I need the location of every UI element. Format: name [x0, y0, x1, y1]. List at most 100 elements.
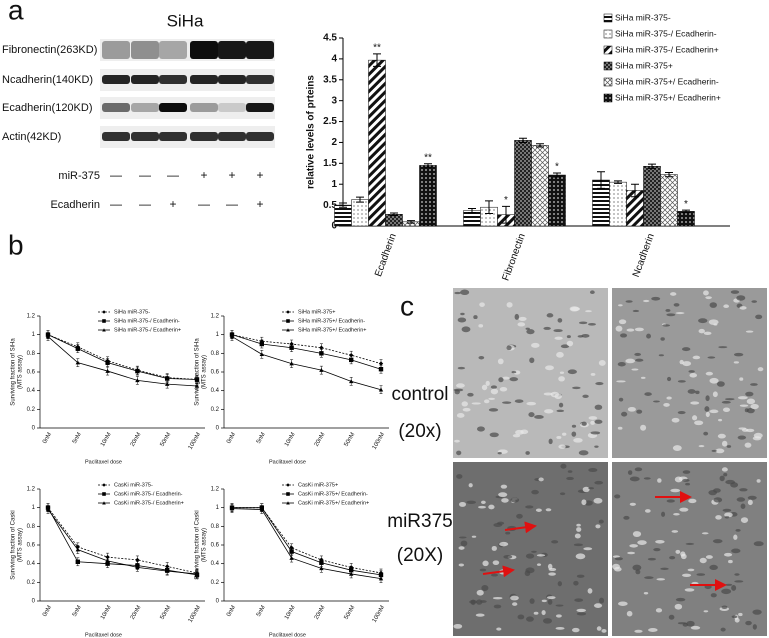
cell [698, 328, 705, 334]
legend-label: SiHa miR-375+/ Ecadherin- [298, 318, 365, 324]
cell [723, 304, 730, 309]
error-bar [319, 349, 323, 358]
line [231, 508, 382, 579]
cell [666, 376, 672, 382]
cell [740, 517, 749, 523]
band [218, 41, 246, 59]
band [131, 103, 159, 112]
cell [644, 392, 652, 396]
cell [492, 596, 503, 600]
legend-marker [102, 328, 106, 332]
band [131, 75, 159, 84]
error-bar [195, 381, 199, 391]
cell [665, 308, 671, 312]
cell [512, 602, 518, 606]
cell [488, 504, 495, 510]
cell [481, 500, 486, 505]
band [190, 132, 218, 141]
legend-label: SiHa miR-375- [114, 309, 150, 315]
cell [709, 302, 717, 308]
cell [724, 512, 733, 518]
cell [488, 397, 495, 401]
legend-label: CasKi miR-375+/ Ecadherin- [298, 491, 368, 497]
cell [525, 327, 530, 330]
cell [529, 357, 535, 364]
y-tick-label: 1.2 [211, 487, 220, 493]
cell [562, 432, 567, 436]
cell [686, 620, 695, 627]
line [231, 336, 382, 391]
error-bar [46, 332, 50, 341]
band [190, 103, 218, 112]
cell [567, 470, 573, 473]
cell [498, 492, 508, 498]
cell [576, 574, 585, 578]
cell [456, 450, 462, 456]
legend-label: SiHa miR-375-/ Ecadherin- [615, 28, 717, 38]
cell [574, 598, 584, 602]
cell [680, 551, 686, 557]
cell [736, 497, 746, 502]
cell [455, 383, 465, 388]
cell [703, 290, 709, 296]
cell [634, 352, 641, 357]
band [218, 132, 246, 141]
cell [736, 295, 746, 301]
sign: — [139, 197, 151, 211]
error-bar [135, 376, 139, 385]
cell [734, 573, 740, 576]
cell [476, 589, 484, 596]
error-bar [502, 205, 510, 224]
cell [490, 388, 499, 395]
line [232, 507, 382, 576]
legend-swatch [603, 93, 613, 103]
bar [385, 214, 403, 227]
band [159, 132, 187, 141]
error-bar [290, 359, 294, 368]
cell [529, 598, 535, 604]
cell [525, 505, 534, 509]
cell [454, 291, 461, 295]
cell [670, 488, 681, 493]
legend-marker [286, 501, 290, 505]
y-tick-label: 0.2 [211, 580, 220, 586]
cell [461, 326, 471, 333]
band [218, 75, 246, 84]
error-bar [373, 53, 381, 67]
cell [635, 358, 644, 362]
cell [733, 361, 739, 364]
cell [746, 398, 756, 405]
cell [476, 599, 483, 605]
legend-marker [286, 328, 290, 332]
y-tick-label: 1 [32, 505, 36, 511]
cell [719, 475, 725, 482]
error-bar [407, 220, 415, 224]
line [47, 336, 198, 387]
cell [617, 426, 623, 430]
significance: ** [373, 43, 381, 54]
cell [615, 325, 623, 332]
error-bar [631, 183, 639, 198]
x-tick-label: 5nM [72, 432, 83, 445]
cell [753, 541, 764, 547]
cell [709, 409, 719, 414]
cell [747, 499, 753, 506]
y-tick-label: 1.2 [27, 314, 36, 320]
cell [514, 399, 524, 403]
cell [675, 549, 681, 554]
cell [632, 531, 642, 537]
x-axis-label: Paclitaxel dose [85, 459, 122, 465]
error-bar [597, 171, 605, 189]
cell [588, 323, 596, 326]
cell [715, 515, 722, 520]
cell [666, 313, 676, 317]
cell [625, 300, 633, 303]
y-tick-label: 0.2 [27, 580, 36, 586]
cell [582, 394, 589, 399]
cell [717, 433, 726, 439]
cell [640, 424, 647, 431]
cell [643, 477, 651, 480]
sign: + [256, 168, 263, 182]
band-label: Ncadherin(140KD) [2, 74, 93, 86]
